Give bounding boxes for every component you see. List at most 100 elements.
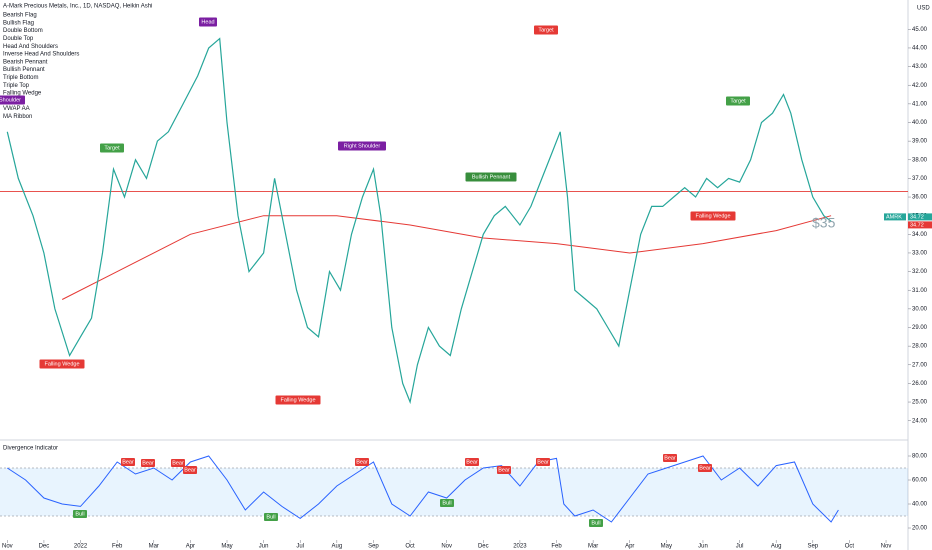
annotation-box [199, 17, 217, 27]
legend-item: Double Top [3, 36, 34, 42]
y-tick-label: 20.00 [912, 526, 928, 532]
legend-item: Falling Wedge [3, 91, 42, 97]
divergence-box [663, 454, 677, 462]
x-tick-label: May [661, 544, 672, 550]
y-tick-label: 33.00 [912, 251, 928, 257]
annotation: Target [730, 98, 746, 104]
divergence-label: Bear [699, 465, 711, 471]
y-tick-label: 44.00 [912, 46, 928, 52]
x-tick-label: Jun [698, 544, 708, 550]
divergence-label: Bull [442, 500, 451, 506]
y-tick-label: 24.00 [912, 418, 928, 424]
price-tag [908, 221, 932, 229]
legend-item: Inverse Head And Shoulders [3, 52, 79, 58]
legend-item: Bearish Flag [3, 13, 37, 19]
x-tick-label: Jun [259, 544, 269, 550]
legend-item: Double Bottom [3, 28, 43, 34]
annotation: Head [201, 19, 214, 25]
x-tick-label: Aug [331, 544, 342, 550]
annotation: Target [104, 145, 120, 151]
x-tick-label: Apr [625, 544, 634, 550]
x-tick-label: Oct [405, 544, 415, 550]
divergence-box [497, 466, 511, 474]
legend-item: Bullish Flag [3, 20, 34, 26]
y-tick-label: 37.00 [912, 176, 928, 182]
y-tick-label: 40.00 [912, 120, 928, 126]
x-tick-label: Sep [807, 544, 818, 550]
x-tick-label: Jul [296, 544, 304, 550]
price-tag [908, 213, 932, 221]
y-tick-label: 32.00 [912, 269, 928, 275]
x-tick-label: Oct [845, 544, 855, 550]
series-line [7, 455, 839, 523]
annotation-box [338, 141, 386, 151]
divergence-box [171, 459, 185, 467]
x-tick-label: Aug [771, 544, 782, 550]
price-tag-label: 34.72 [910, 222, 924, 228]
y-tick-label: 80.00 [912, 454, 928, 460]
y-tick-label: 40.00 [912, 502, 928, 508]
indicator-band [0, 468, 908, 516]
annotation: Target [538, 27, 554, 33]
ticker-label: AMRK [886, 214, 902, 220]
y-tick-label: 60.00 [912, 478, 928, 484]
divergence-box [141, 459, 155, 467]
y-tick-label: 45.00 [912, 27, 928, 33]
x-tick-label: Dec [39, 544, 50, 550]
annotation-box [726, 96, 750, 106]
divergence-box [121, 458, 135, 466]
y-tick-label: 28.00 [912, 344, 928, 350]
y-tick-label: 25.00 [912, 400, 928, 406]
x-tick-label: 2023 [513, 544, 527, 550]
legend-item: MA Ribbon [3, 114, 32, 120]
price-tag-label: 34.72 [910, 214, 924, 220]
x-tick-label: Feb [551, 544, 562, 550]
annotation: Bullish Pennant [472, 174, 511, 180]
divergence-label: Bear [466, 459, 478, 465]
legend-item: Triple Bottom [3, 75, 38, 81]
y-tick-label: 38.00 [912, 157, 928, 163]
x-tick-label: Mar [588, 544, 598, 550]
x-tick-label: Sep [368, 544, 379, 550]
divergence-label: Bear [122, 459, 134, 465]
annotation: Falling Wedge [695, 213, 730, 219]
divergence-label: Bear [664, 455, 676, 461]
divergence-box [73, 510, 87, 518]
x-tick-label: May [221, 544, 232, 550]
divergence-box [536, 458, 550, 466]
divergence-box [465, 458, 479, 466]
y-tick-label: 30.00 [912, 306, 928, 312]
series-line [6, 37, 832, 405]
legend-item: Triple Top [3, 83, 30, 89]
x-tick-label: 2022 [74, 544, 88, 550]
divergence-label: Bear [498, 467, 510, 473]
x-tick-label: Mar [149, 544, 159, 550]
annotation: Shoulder [0, 97, 21, 103]
x-tick-label: Jul [736, 544, 744, 550]
y-tick-label: 41.00 [912, 101, 928, 107]
annotation: Right Shoulder [344, 143, 381, 149]
y-tick-label: 27.00 [912, 362, 928, 368]
chart-title: A-Mark Precious Metals, Inc., 1D, NASDAQ… [3, 4, 152, 10]
annotation-box [465, 172, 517, 182]
annotation-box [39, 359, 85, 369]
y-tick-label: 34.00 [912, 232, 928, 238]
indicator-title: Divergence Indicator [3, 446, 58, 452]
divergence-label: Bear [142, 460, 154, 466]
annotation: Falling Wedge [280, 397, 315, 403]
y-tick-label: 36.00 [912, 195, 928, 201]
legend-item: Bullish Pennant [3, 67, 45, 73]
annotation-box [100, 143, 124, 153]
y-tick-label: 29.00 [912, 325, 928, 331]
divergence-box [355, 458, 369, 466]
x-tick-label: Nov [2, 544, 13, 550]
divergence-label: Bull [75, 511, 84, 517]
x-tick-label: Dec [478, 544, 489, 550]
divergence-box [589, 519, 603, 527]
divergence-label: Bear [356, 459, 368, 465]
x-tick-label: Nov [881, 544, 892, 550]
divergence-label: Bull [266, 514, 275, 520]
x-tick-label: Nov [441, 544, 452, 550]
